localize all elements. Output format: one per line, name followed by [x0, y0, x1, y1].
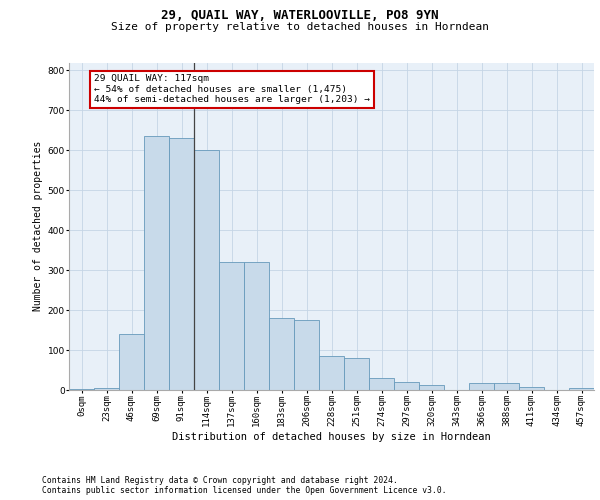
Bar: [569, 388, 594, 390]
Text: Contains HM Land Registry data © Crown copyright and database right 2024.: Contains HM Land Registry data © Crown c…: [42, 476, 398, 485]
Text: 29 QUAIL WAY: 117sqm
← 54% of detached houses are smaller (1,475)
44% of semi-de: 29 QUAIL WAY: 117sqm ← 54% of detached h…: [94, 74, 370, 104]
Bar: [94, 388, 119, 390]
Bar: [394, 382, 419, 390]
Bar: [194, 150, 219, 390]
Bar: [494, 383, 519, 390]
Bar: [294, 320, 319, 390]
Bar: [419, 385, 444, 390]
Bar: [119, 334, 144, 390]
Bar: [519, 387, 544, 390]
X-axis label: Distribution of detached houses by size in Horndean: Distribution of detached houses by size …: [172, 432, 491, 442]
Text: 29, QUAIL WAY, WATERLOOVILLE, PO8 9YN: 29, QUAIL WAY, WATERLOOVILLE, PO8 9YN: [161, 9, 439, 22]
Bar: [69, 389, 94, 390]
Text: Contains public sector information licensed under the Open Government Licence v3: Contains public sector information licen…: [42, 486, 446, 495]
Bar: [219, 262, 244, 390]
Text: Size of property relative to detached houses in Horndean: Size of property relative to detached ho…: [111, 22, 489, 32]
Y-axis label: Number of detached properties: Number of detached properties: [34, 141, 43, 312]
Bar: [169, 138, 194, 390]
Bar: [369, 378, 394, 390]
Bar: [344, 358, 369, 390]
Bar: [319, 356, 344, 390]
Bar: [244, 262, 269, 390]
Bar: [269, 318, 294, 390]
Bar: [469, 383, 494, 390]
Bar: [144, 136, 169, 390]
